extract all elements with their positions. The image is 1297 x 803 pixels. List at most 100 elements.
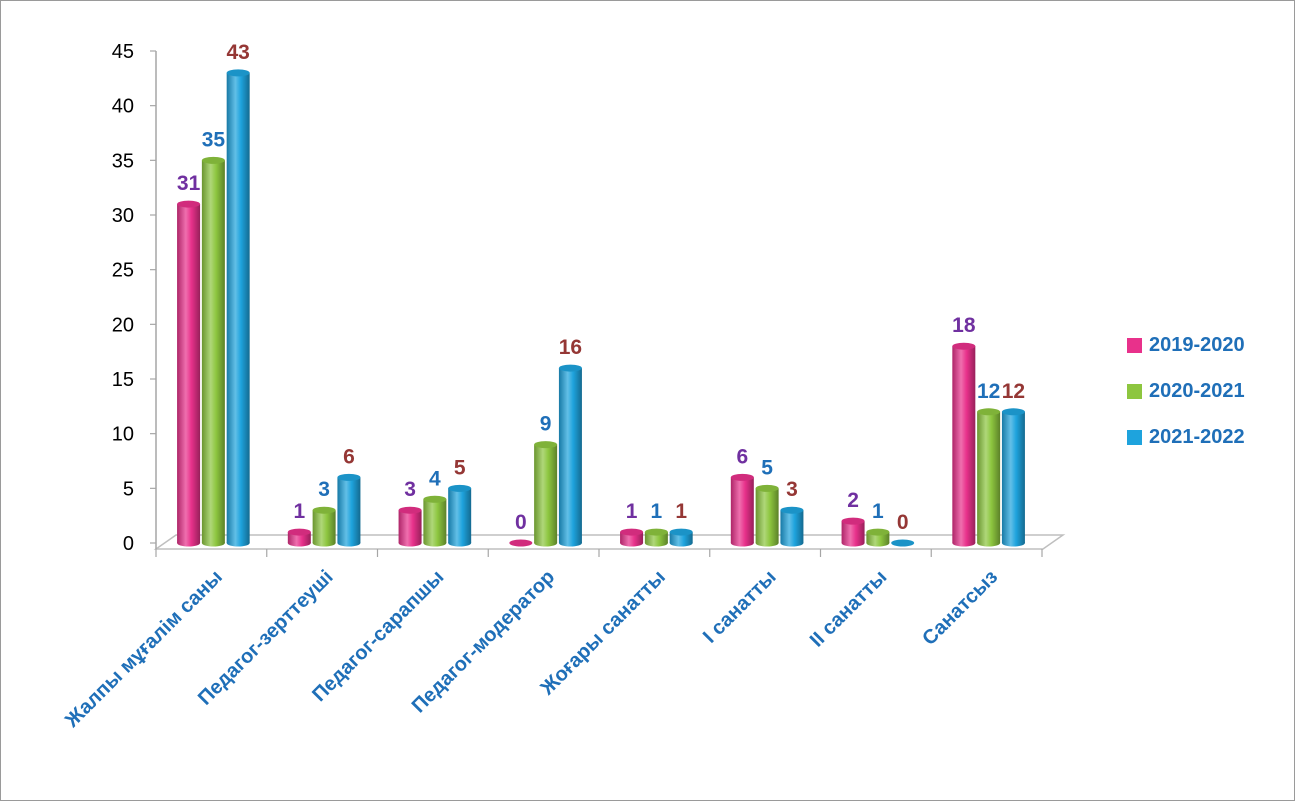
data-label-2-2: 5	[454, 456, 466, 479]
bar-body-0-2	[226, 72, 250, 543]
bar-top-7-0	[952, 342, 976, 350]
category-label-0: Жалпы мұғалім саны	[60, 566, 227, 733]
bar-body-4-0	[620, 532, 644, 543]
bar-body-0-1	[201, 160, 225, 544]
bar-body-0-0	[177, 204, 201, 544]
bar-body-5-0	[730, 477, 754, 543]
bar-top-1-0	[287, 528, 311, 536]
data-label-1-0: 1	[293, 500, 305, 523]
category-label-6: II санатты	[806, 566, 892, 652]
data-label-2-1: 4	[429, 467, 441, 490]
data-label-4-0: 1	[626, 500, 638, 523]
y-tick-label: 10	[112, 424, 134, 446]
bar-top-5-2	[780, 506, 804, 514]
bar-top-2-0	[398, 506, 422, 514]
bar-top-7-2	[1001, 408, 1025, 416]
bar-bottom-0-2	[226, 539, 250, 547]
y-tick-label: 5	[123, 478, 134, 500]
bar-top-2-2	[448, 484, 472, 492]
data-label-5-1: 5	[761, 456, 773, 479]
legend-item-2019-2020: 2019-2020	[1127, 330, 1245, 360]
bar-body-1-0	[287, 532, 311, 543]
y-tick-label: 15	[112, 369, 134, 391]
bar-top-1-2	[337, 473, 361, 481]
bar-body-7-0	[952, 346, 976, 543]
legend-swatch-2019-2020	[1127, 337, 1142, 353]
category-label-7: Санатсыз	[918, 566, 1002, 650]
data-label-0-1: 35	[202, 128, 226, 151]
bar-bottom-7-0	[952, 539, 976, 547]
bar-body-7-1	[977, 411, 1001, 543]
bar-top-4-0	[620, 528, 644, 536]
bar-top-3-0	[509, 539, 533, 547]
bar-top-5-1	[755, 484, 779, 492]
bar-bottom-1-1	[312, 539, 336, 547]
bar-bottom-6-1	[866, 539, 890, 547]
bar-body-4-1	[644, 532, 668, 543]
bar-bottom-2-2	[448, 539, 472, 547]
category-label-5: I санатты	[699, 566, 781, 648]
bar-body-1-1	[312, 510, 336, 543]
data-label-6-1: 1	[872, 500, 884, 523]
y-tick-label: 20	[112, 314, 134, 336]
bar-bottom-5-1	[755, 539, 779, 547]
data-label-5-2: 3	[786, 478, 798, 501]
bar-bottom-5-0	[730, 539, 754, 547]
data-label-3-0: 0	[515, 511, 527, 534]
data-label-1-1: 3	[318, 478, 330, 501]
chart-floor	[153, 534, 1066, 550]
bar-bottom-7-2	[1001, 539, 1025, 547]
y-tick-label: 35	[112, 150, 134, 172]
bar-top-4-2	[669, 528, 693, 536]
bar-top-0-0	[177, 200, 201, 208]
bar-body-2-1	[423, 499, 447, 543]
bar-top-5-0	[730, 473, 754, 481]
bar-top-3-2	[558, 364, 582, 372]
data-label-3-1: 9	[540, 413, 552, 436]
data-label-6-0: 2	[847, 489, 859, 512]
data-label-4-1: 1	[651, 500, 663, 523]
bar-body-7-2	[1001, 411, 1025, 543]
bar-top-0-1	[201, 156, 225, 164]
bar-top-2-1	[423, 495, 447, 503]
bar-body-4-2	[669, 532, 693, 543]
bar-body-6-1	[866, 532, 890, 543]
legend-swatch-2021-2022	[1127, 429, 1142, 445]
legend: 2019-2020 2020-2021 2021-2022	[1127, 330, 1245, 468]
bar-body-2-0	[398, 510, 422, 543]
bar-body-2-2	[448, 488, 472, 543]
legend-swatch-2020-2021	[1127, 383, 1142, 399]
data-label-3-2: 16	[559, 336, 582, 359]
y-tick-label: 0	[123, 533, 134, 555]
bar-bottom-6-0	[841, 539, 865, 547]
bar-top-6-0	[841, 517, 865, 525]
bar-bottom-4-0	[620, 539, 644, 547]
data-label-0-2: 43	[226, 41, 249, 64]
bar-bottom-1-0	[287, 539, 311, 547]
bar-bottom-2-0	[398, 539, 422, 547]
bar-bottom-3-2	[558, 539, 582, 547]
data-label-0-0: 31	[177, 172, 201, 195]
data-label-7-0: 18	[952, 314, 976, 337]
bar-top-3-1	[534, 441, 558, 449]
y-tick-label: 40	[112, 96, 134, 118]
legend-label-2021-2022: 2021-2022	[1149, 425, 1245, 448]
legend-label-2020-2021: 2020-2021	[1149, 379, 1245, 402]
data-label-1-2: 6	[343, 445, 355, 468]
y-tick-label: 25	[112, 260, 134, 282]
legend-label-2019-2020: 2019-2020	[1149, 333, 1245, 356]
y-tick-label: 45	[112, 41, 134, 63]
bar-top-4-1	[644, 528, 668, 536]
category-label-4: Жоғары санатты	[536, 566, 670, 700]
bar-body-5-1	[755, 488, 779, 543]
bar-bottom-2-1	[423, 539, 447, 547]
legend-item-2021-2022: 2021-2022	[1127, 422, 1245, 452]
data-label-6-2: 0	[897, 511, 909, 534]
data-label-4-2: 1	[675, 500, 687, 523]
bar-top-6-2	[891, 539, 915, 547]
bar-body-5-2	[780, 510, 804, 543]
bar-bottom-0-0	[177, 539, 201, 547]
data-label-7-2: 12	[1002, 380, 1025, 403]
